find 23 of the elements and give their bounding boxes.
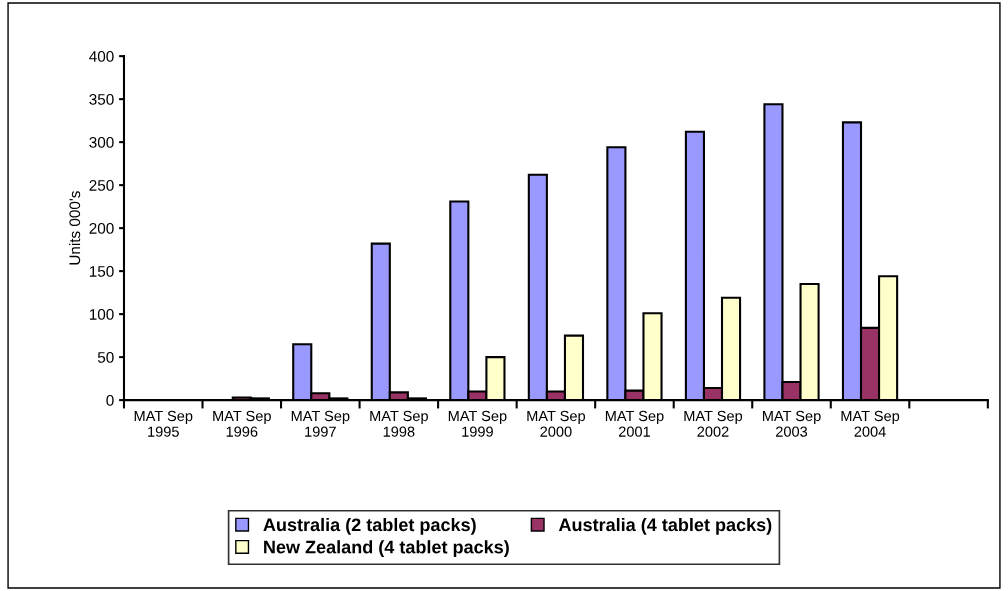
- x-tick-label: MAT Sep 1999: [448, 410, 507, 437]
- x-tick-label: MAT Sep 1995: [134, 410, 193, 437]
- legend-label: Australia (2 tablet packs): [263, 517, 476, 535]
- y-tick-label: 50: [97, 351, 114, 363]
- x-tick-label: MAT Sep 2000: [527, 410, 586, 437]
- y-tick-label: 400: [89, 51, 114, 62]
- y-tick-label: 0: [106, 394, 114, 406]
- y-tick-label: 200: [89, 222, 114, 234]
- legend-label: Australia (4 tablet packs): [558, 517, 772, 535]
- y-tick-label: 150: [89, 265, 114, 277]
- x-tick-label: MAT Sep 1998: [370, 410, 428, 437]
- x-tick-label: MAT Sep 1997: [291, 410, 350, 437]
- y-axis-title: Units 000's: [68, 191, 81, 265]
- y-tick-label: 300: [89, 137, 114, 148]
- x-tick-label: MAT Sep 2001: [605, 410, 664, 437]
- x-tick-label: MAT Sep 2004: [841, 410, 900, 437]
- x-tick-label: MAT Sep 1996: [213, 410, 271, 437]
- x-tick-label: MAT Sep 2003: [762, 410, 821, 437]
- y-tick-label: 350: [89, 94, 114, 105]
- legend-label: New Zealand (4 tablet packs): [264, 540, 509, 558]
- x-tick-label: MAT Sep 2002: [684, 410, 743, 437]
- y-tick-label: 250: [89, 180, 114, 191]
- y-tick-label: 100: [89, 308, 114, 320]
